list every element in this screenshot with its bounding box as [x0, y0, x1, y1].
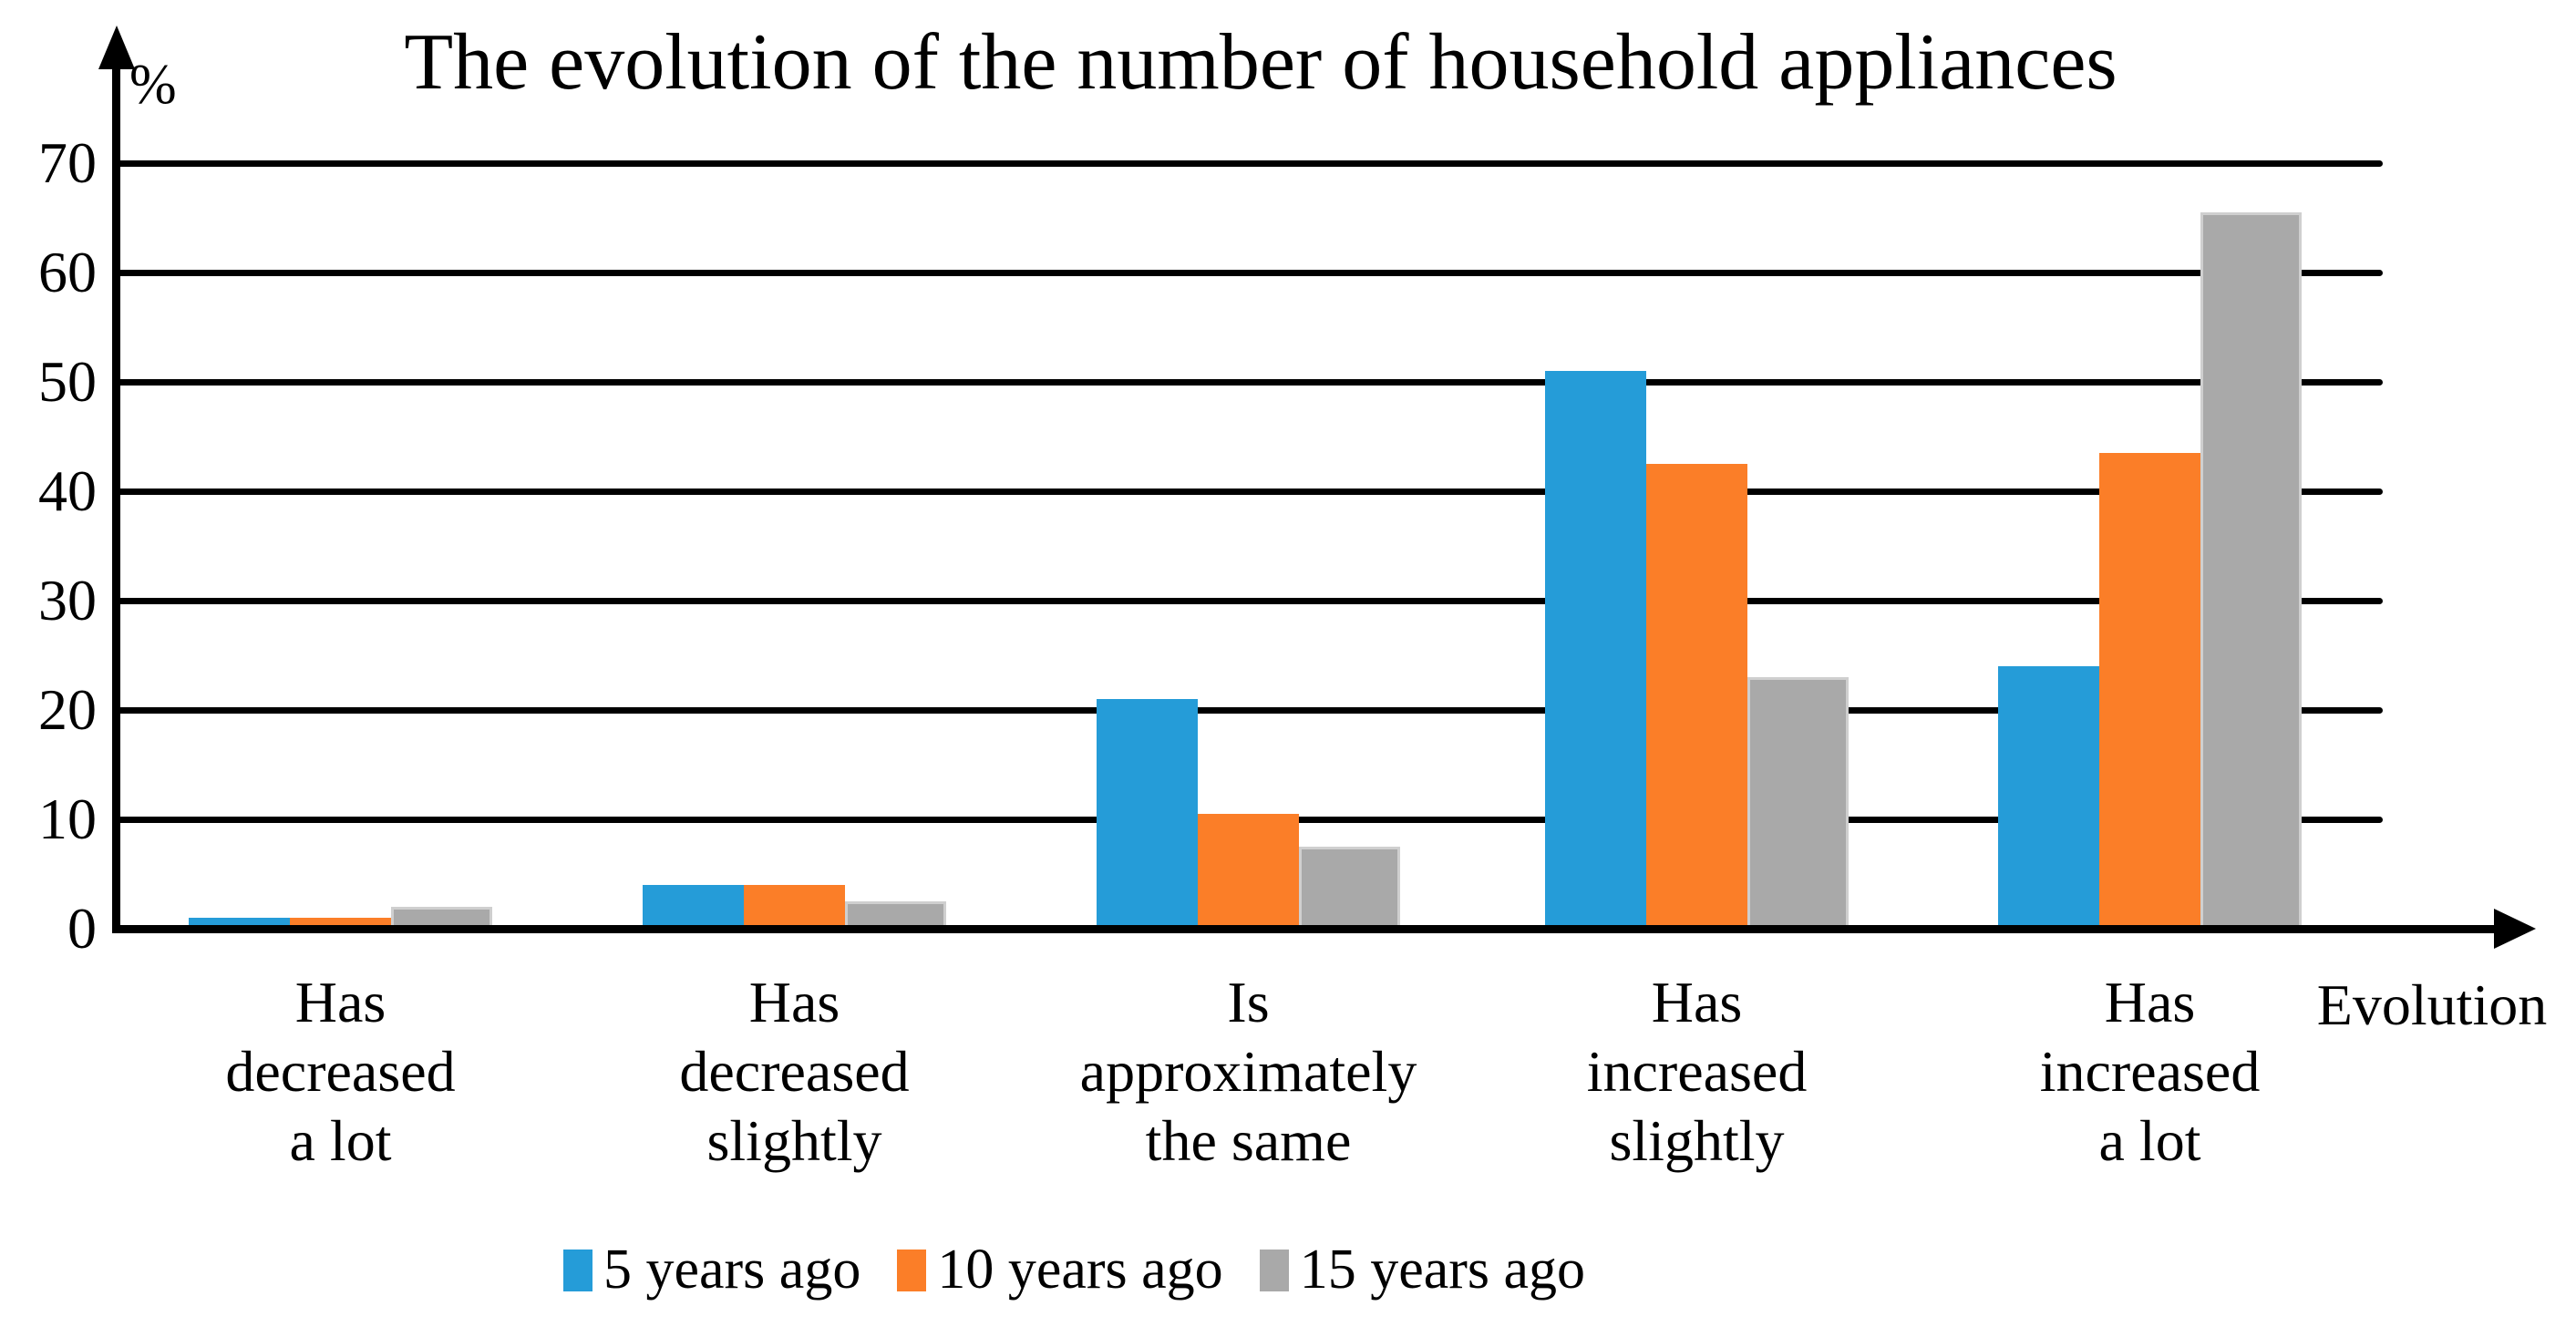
gridline-40 — [116, 489, 2383, 495]
bar-5-years-ago-cat4 — [1998, 666, 2099, 929]
legend-item-2: 15 years ago — [1259, 1238, 1586, 1302]
gridline-20 — [116, 707, 2383, 714]
y-axis-line — [112, 62, 120, 933]
y-tick-label-20: 20 — [38, 677, 97, 742]
legend-swatch-icon — [897, 1249, 927, 1291]
bar-10-years-ago-cat2 — [1198, 814, 1299, 929]
y-tick-label-50: 50 — [38, 349, 97, 414]
bar-15-years-ago-cat3 — [1747, 677, 1849, 929]
x-category-label-4: Has increased a lot — [2039, 970, 2261, 1173]
legend-item-1: 10 years ago — [897, 1238, 1223, 1302]
gridline-50 — [116, 379, 2383, 386]
bar-5-years-ago-cat1 — [643, 885, 744, 929]
x-category-label-0: Has decreased a lot — [225, 970, 456, 1173]
legend-label: 10 years ago — [937, 1239, 1223, 1301]
x-category-label-2: Is approximately the same — [1079, 970, 1417, 1173]
legend-swatch-icon — [563, 1249, 592, 1291]
x-category-label-3: Has increased slightly — [1586, 970, 1808, 1173]
y-axis-unit-label: % — [129, 54, 177, 116]
y-tick-label-40: 40 — [38, 458, 97, 523]
bar-10-years-ago-cat1 — [744, 885, 845, 929]
y-tick-label-10: 10 — [38, 787, 97, 851]
x-category-label-1: Has decreased slightly — [679, 970, 910, 1173]
bar-15-years-ago-cat4 — [2200, 212, 2302, 929]
bar-15-years-ago-cat2 — [1299, 847, 1400, 929]
bar-5-years-ago-cat2 — [1097, 699, 1198, 929]
bar-15-years-ago-cat1 — [845, 901, 946, 929]
x-axis-title: Evolution — [2316, 972, 2548, 1037]
x-axis-arrow-icon — [2494, 909, 2536, 949]
legend-item-0: 5 years ago — [563, 1238, 860, 1302]
bar-10-years-ago-cat4 — [2099, 453, 2200, 929]
x-axis-line — [112, 925, 2500, 933]
bar-5-years-ago-cat3 — [1545, 371, 1646, 929]
legend-swatch-icon — [1259, 1249, 1289, 1291]
y-axis-arrow-icon — [98, 26, 135, 69]
legend-label: 5 years ago — [603, 1239, 861, 1301]
y-tick-label-30: 30 — [38, 568, 97, 633]
bar-10-years-ago-cat3 — [1646, 464, 1747, 929]
gridline-60 — [116, 270, 2383, 276]
y-tick-label-60: 60 — [38, 240, 97, 304]
chart-title: The evolution of the number of household… — [404, 18, 2117, 107]
gridline-70 — [116, 160, 2383, 167]
legend-label: 15 years ago — [1299, 1239, 1586, 1301]
legend: 5 years ago 10 years ago 15 years ago — [563, 1238, 1585, 1302]
gridline-30 — [116, 598, 2383, 604]
y-tick-label-70: 70 — [38, 130, 97, 195]
y-tick-label-0: 0 — [67, 896, 97, 961]
